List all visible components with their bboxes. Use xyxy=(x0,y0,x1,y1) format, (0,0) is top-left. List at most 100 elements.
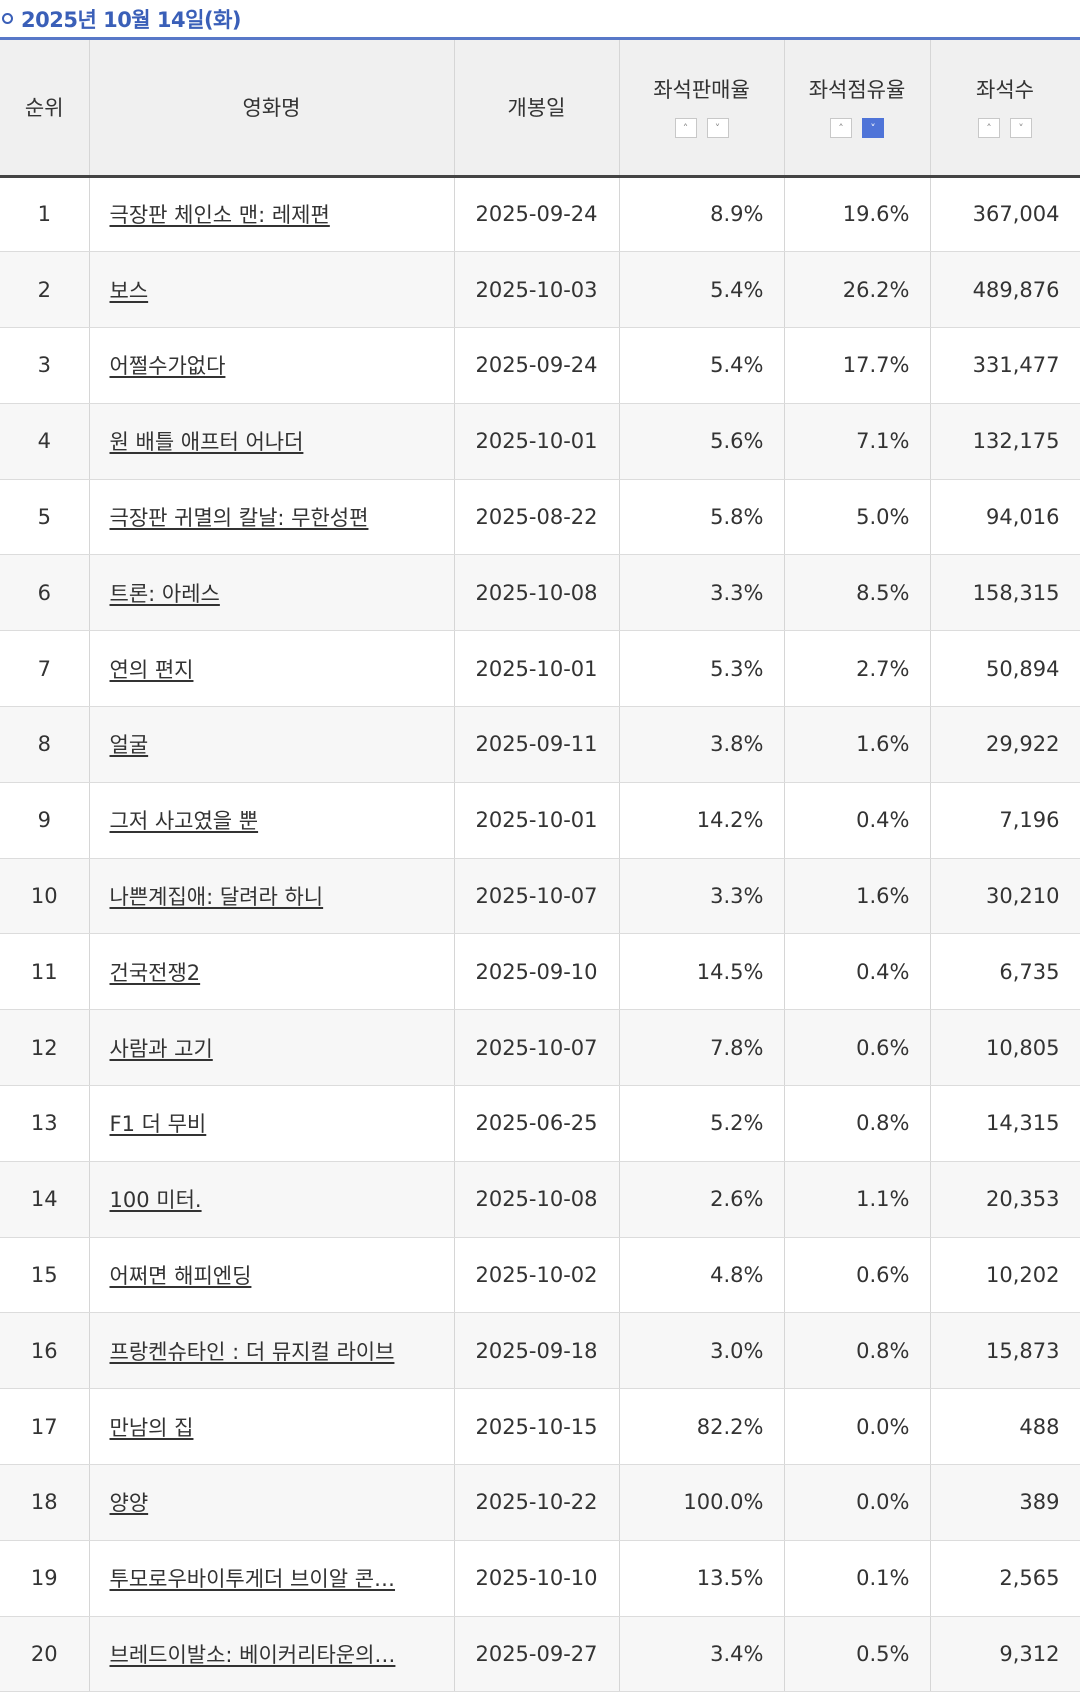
table-row: 7 연의 편지 2025-10-01 5.3% 2.7% 50,894 xyxy=(0,630,1080,708)
share-cell: 0.4% xyxy=(784,933,931,1011)
sort-desc-sales-rate-button[interactable]: ˅ xyxy=(706,118,729,138)
table-row: 18 양양 2025-10-22 100.0% 0.0% 389 xyxy=(0,1464,1080,1541)
movie-title-cell: 보스 xyxy=(89,251,455,329)
seats-cell: 331,477 xyxy=(930,327,1080,404)
open-date-cell: 2025-10-07 xyxy=(454,1009,620,1087)
movie-title-link[interactable]: 극장판 귀멸의 칼날: 무한성편 xyxy=(109,506,369,531)
movie-title-cell: 투모로우바이투게더 브이알 콘… xyxy=(89,1540,455,1617)
share-cell: 26.2% xyxy=(784,251,931,329)
open-date-cell: 2025-10-01 xyxy=(454,782,620,859)
movie-title-link[interactable]: 사람과 고기 xyxy=(109,1036,213,1061)
rank-cell: 6 xyxy=(0,554,90,632)
table-row: 17 만남의 집 2025-10-15 82.2% 0.0% 488 xyxy=(0,1388,1080,1466)
share-cell: 0.4% xyxy=(784,782,931,859)
movie-title-cell: 프랑켄슈타인 : 더 뮤지컬 라이브 xyxy=(89,1312,455,1390)
seats-cell: 367,004 xyxy=(930,176,1080,253)
movie-title-link[interactable]: 원 배틀 애프터 어나더 xyxy=(109,430,304,455)
movie-title-link[interactable]: 건국전쟁2 xyxy=(109,960,201,985)
movie-title-cell: 나쁜계집애: 달려라 하니 xyxy=(89,858,455,935)
chevron-down-icon: ˅ xyxy=(1018,121,1024,135)
sort-asc-share-button[interactable]: ˄ xyxy=(830,118,852,138)
movie-title-link[interactable]: 어쩌면 해피엔딩 xyxy=(109,1264,252,1289)
share-cell: 0.6% xyxy=(784,1009,931,1087)
share-cell: 1.1% xyxy=(784,1161,931,1238)
table-row: 2 보스 2025-10-03 5.4% 26.2% 489,876 xyxy=(0,251,1080,329)
share-cell: 17.7% xyxy=(784,327,931,404)
seats-cell: 15,873 xyxy=(930,1312,1080,1390)
movie-title-cell: 100 미터. xyxy=(89,1161,455,1238)
table-row: 9 그저 사고였을 뿐 2025-10-01 14.2% 0.4% 7,196 xyxy=(0,782,1080,859)
col-header-sales-rate: 좌석판매율 ˄ ˅ xyxy=(619,40,785,178)
rank-cell: 14 xyxy=(0,1161,90,1238)
chevron-up-icon: ˄ xyxy=(838,121,844,135)
sales-rate-cell: 7.8% xyxy=(619,1009,785,1087)
movie-title-link[interactable]: 연의 편지 xyxy=(109,657,194,682)
movie-title-link[interactable]: 만남의 집 xyxy=(109,1415,194,1440)
movie-title-link[interactable]: 투모로우바이투게더 브이알 콘… xyxy=(109,1567,396,1592)
movie-title-link[interactable]: 100 미터. xyxy=(109,1188,202,1213)
share-cell: 0.8% xyxy=(784,1085,931,1162)
movie-title-link[interactable]: 보스 xyxy=(109,278,149,303)
movie-title-cell: 만남의 집 xyxy=(89,1388,455,1466)
chevron-down-icon: ˅ xyxy=(714,121,721,135)
sales-rate-cell: 5.6% xyxy=(619,403,785,480)
sales-rate-cell: 14.5% xyxy=(619,933,785,1011)
seats-cell: 2,565 xyxy=(930,1540,1080,1617)
table-row: 12 사람과 고기 2025-10-07 7.8% 0.6% 10,805 xyxy=(0,1009,1080,1087)
seats-cell: 14,315 xyxy=(930,1085,1080,1162)
sales-rate-cell: 8.9% xyxy=(619,176,785,253)
movie-title-link[interactable]: 브레드이발소: 베이커리타운의… xyxy=(109,1643,396,1668)
rank-cell: 3 xyxy=(0,327,90,404)
rank-cell: 12 xyxy=(0,1009,90,1087)
seats-cell: 10,202 xyxy=(930,1237,1080,1314)
sort-asc-seats-button[interactable]: ˄ xyxy=(978,118,1000,138)
seats-cell: 6,735 xyxy=(930,933,1080,1011)
seats-cell: 30,210 xyxy=(930,858,1080,935)
chevron-up-icon: ˄ xyxy=(986,121,992,135)
rank-cell: 8 xyxy=(0,706,90,783)
movie-title-link[interactable]: 얼굴 xyxy=(109,733,149,758)
sales-rate-cell: 13.5% xyxy=(619,1540,785,1617)
sort-desc-seats-button[interactable]: ˅ xyxy=(1010,118,1032,138)
share-cell: 0.6% xyxy=(784,1237,931,1314)
rank-cell: 1 xyxy=(0,176,90,253)
seats-cell: 29,922 xyxy=(930,706,1080,783)
movie-title-cell: 어쩌면 해피엔딩 xyxy=(89,1237,455,1314)
open-date-cell: 2025-09-24 xyxy=(454,327,620,404)
rank-cell: 4 xyxy=(0,403,90,480)
sort-asc-sales-rate-button[interactable]: ˄ xyxy=(674,118,697,138)
movie-title-link[interactable]: 그저 사고였을 뿐 xyxy=(109,809,259,834)
sales-rate-cell: 4.8% xyxy=(619,1237,785,1314)
sales-rate-cell: 5.4% xyxy=(619,327,785,404)
share-cell: 0.1% xyxy=(784,1540,931,1617)
table-row: 19 투모로우바이투게더 브이알 콘… 2025-10-10 13.5% 0.1% 2,5… xyxy=(0,1540,1080,1617)
table-row: 20 브레드이발소: 베이커리타운의… 2025-09-27 3.4% 0.5% 9,31… xyxy=(0,1616,1080,1692)
movie-title-cell: 얼굴 xyxy=(89,706,455,783)
sales-rate-cell: 14.2% xyxy=(619,782,785,859)
share-cell: 1.6% xyxy=(784,858,931,935)
rank-cell: 9 xyxy=(0,782,90,859)
movie-title-link[interactable]: 나쁜계집애: 달려라 하니 xyxy=(109,885,324,910)
sales-rate-cell: 5.3% xyxy=(619,630,785,708)
movie-title-link[interactable]: 어쩔수가없다 xyxy=(109,354,226,379)
movie-title-link[interactable]: 프랑켄슈타인 : 더 뮤지컬 라이브 xyxy=(109,1339,395,1364)
sales-rate-cell: 3.3% xyxy=(619,554,785,632)
sales-rate-cell: 100.0% xyxy=(619,1464,785,1541)
movie-title-link[interactable]: F1 더 무비 xyxy=(109,1112,207,1137)
sort-desc-share-button[interactable]: ˅ xyxy=(862,118,884,138)
table-row: 13 F1 더 무비 2025-06-25 5.2% 0.8% 14,315 xyxy=(0,1085,1080,1162)
table-row: 16 프랑켄슈타인 : 더 뮤지컬 라이브 2025-09-18 3.0% 0.8% 15… xyxy=(0,1312,1080,1390)
sales-rate-cell: 3.0% xyxy=(619,1312,785,1390)
col-header-rank: 순위 xyxy=(0,40,90,178)
share-cell: 1.6% xyxy=(784,706,931,783)
col-header-open-date: 개봉일 xyxy=(454,40,620,178)
movie-title-link[interactable]: 트론: 아레스 xyxy=(109,581,220,606)
share-cell: 2.7% xyxy=(784,630,931,708)
movie-title-cell: 어쩔수가없다 xyxy=(89,327,455,404)
movie-title-link[interactable]: 극장판 체인소 맨: 레제편 xyxy=(109,203,330,228)
seats-cell: 488 xyxy=(930,1388,1080,1466)
box-office-table: 순위 영화명 개봉일 좌석판매율 ˄ ˅ 좌석점유율 ˄ xyxy=(0,40,1080,1692)
sales-rate-cell: 3.3% xyxy=(619,858,785,935)
open-date-cell: 2025-10-01 xyxy=(454,403,620,480)
movie-title-link[interactable]: 양양 xyxy=(109,1491,149,1516)
